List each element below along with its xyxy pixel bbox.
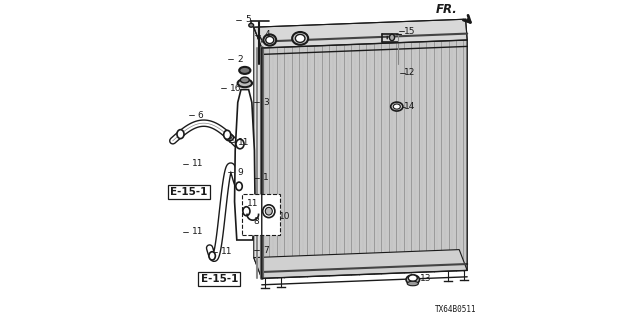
Ellipse shape [239,67,250,74]
Text: 5: 5 [245,15,251,24]
Text: 8: 8 [254,217,259,226]
Text: 11: 11 [221,247,232,256]
Ellipse shape [390,102,403,111]
Polygon shape [253,250,467,278]
Text: 11: 11 [192,159,204,168]
Text: 4: 4 [264,30,270,39]
Ellipse shape [249,23,253,27]
Text: 15: 15 [404,27,415,36]
Ellipse shape [177,130,184,139]
Text: 6: 6 [198,111,204,120]
Text: E-15-1: E-15-1 [200,274,238,284]
Ellipse shape [228,136,232,139]
Ellipse shape [407,281,419,286]
Text: TX64B0511: TX64B0511 [435,305,477,314]
Text: 11: 11 [239,138,250,147]
Text: E-15-1: E-15-1 [170,187,207,197]
Ellipse shape [236,139,244,149]
Ellipse shape [224,130,231,139]
Ellipse shape [243,207,250,216]
Ellipse shape [292,32,308,45]
Text: 11: 11 [192,228,204,236]
Ellipse shape [225,134,234,141]
Ellipse shape [263,205,275,218]
Ellipse shape [295,34,305,42]
Text: 12: 12 [404,68,415,77]
Text: 13: 13 [420,274,431,283]
Ellipse shape [241,77,250,83]
Text: 16: 16 [230,84,241,93]
Bar [242,194,280,235]
Ellipse shape [264,34,276,46]
Polygon shape [262,40,467,278]
Ellipse shape [266,36,274,44]
Text: FR.: FR. [436,3,458,16]
Ellipse shape [389,34,394,41]
Polygon shape [253,27,262,278]
Text: 14: 14 [404,102,415,111]
Ellipse shape [408,275,417,281]
Polygon shape [235,90,255,240]
Polygon shape [253,19,467,48]
Text: 3: 3 [264,98,269,107]
Ellipse shape [236,182,242,190]
Text: 7: 7 [263,246,268,255]
Text: 10: 10 [279,212,290,221]
Ellipse shape [393,104,401,109]
Text: 9: 9 [237,168,243,177]
Text: 2: 2 [237,55,243,64]
Ellipse shape [266,207,273,215]
Ellipse shape [406,275,420,284]
Ellipse shape [209,252,215,260]
Text: 1: 1 [264,173,269,182]
Text: 11: 11 [247,199,258,208]
Ellipse shape [237,79,252,87]
